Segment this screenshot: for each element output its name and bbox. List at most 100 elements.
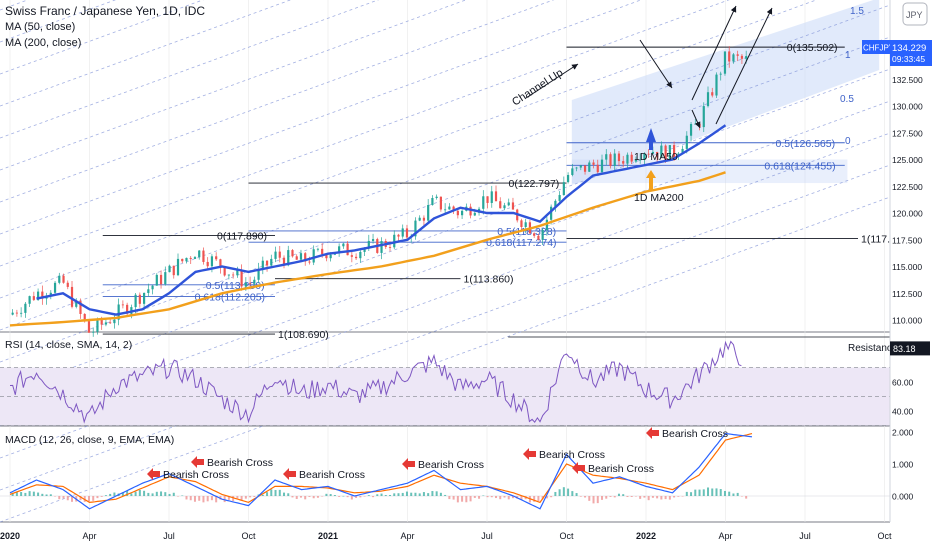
price-candle [342,243,345,247]
price-candle [571,168,574,175]
macd-histogram-bar [571,491,574,496]
macd-histogram-bar [363,496,366,497]
macd-histogram-bar [299,496,302,498]
price-candle [83,313,86,322]
bearish-arrow-icon [523,448,536,460]
projection-arrow [715,7,773,125]
macd-histogram-bar [448,496,451,500]
time-tick-label: Apr [400,531,414,541]
bearish-cross-label: Bearish Cross [539,449,605,461]
price-candle [431,197,434,206]
price-candle [261,260,264,269]
bearish-arrow-icon [572,462,585,474]
price-candle [380,241,383,253]
price-candle [79,301,82,314]
macd-histogram-bar [562,487,565,496]
price-candle [732,54,735,62]
macd-histogram-bar [92,496,95,501]
macd-histogram-bar [160,491,163,496]
price-candle [740,55,744,59]
time-tick-label: 2020 [0,531,20,541]
ma200-legend[interactable]: MA (200, close) [5,37,81,49]
price-candle [308,261,311,263]
price-candle [232,274,235,276]
channel-line [0,0,818,299]
macd-histogram-bar [342,495,345,497]
price-candle [448,206,451,210]
price-candle [147,289,150,293]
macd-histogram-bar [151,493,154,496]
price-candle [338,246,341,254]
price-candle [159,274,163,285]
price-candle [371,239,375,241]
price-tick-label: 127.500 [892,128,923,138]
channel-line [0,0,204,75]
time-tick-label: Oct [877,531,892,541]
price-candle [58,275,61,283]
price-candle [622,161,625,164]
price-candle [405,228,409,238]
price-tick-label: 112.500 [892,289,922,299]
currency-logo-text: JPY [906,10,923,20]
price-candle [647,153,650,155]
time-tick-label: Jul [799,531,811,541]
macd-histogram-bar [41,493,44,496]
macd-histogram-bar [32,491,35,496]
macd-histogram-bar [138,489,141,496]
macd-histogram-bar [24,492,27,496]
macd-histogram-bar [592,496,595,504]
price-candle [562,182,565,196]
price-candle [346,243,349,256]
fib-level-label: 0(117.890) [217,231,267,243]
bearish-arrow-icon [147,468,160,480]
macd-histogram-bar [96,496,99,499]
projection-arrow [525,63,579,99]
macd-histogram-bar [418,493,421,496]
price-badge-timer: 09:33:45 [892,54,925,64]
price-candle [164,272,167,285]
macd-histogram-bar [596,496,599,504]
price-series [9,46,748,337]
macd-histogram-bar [728,491,731,496]
bearish-cross-label: Bearish Cross [588,463,654,475]
fib-level-label: 0.5(126.565) [776,138,836,150]
macd-histogram-bar [461,496,464,502]
macd-histogram-bar [473,496,476,498]
price-candle [100,319,103,325]
price-candle [117,304,120,320]
price-candle [49,292,52,296]
price-candle [295,256,298,260]
macd-histogram-bar [634,496,637,497]
macd-histogram-bar [567,488,570,496]
price-candle [558,195,561,201]
price-candle [444,209,447,211]
bearish-cross-label: Bearish Cross [163,469,229,481]
macd-histogram-bar [338,496,341,497]
ma50-annotation: 1D MA50 [634,151,678,163]
projection-arrow [639,39,673,89]
price-candle [350,255,353,257]
price-candle [168,265,171,273]
channel-line [0,0,730,267]
bearish-cross-label: Bearish Cross [299,469,365,481]
macd-histogram-bar [244,496,247,499]
macd-histogram-bar [545,496,548,499]
symbol-badge-text: CHFJPY [863,44,895,53]
ma200-line [9,171,726,327]
price-candle [719,73,722,75]
price-candle [533,233,536,236]
ma50-legend[interactable]: MA (50, close) [5,21,75,33]
price-candle [545,219,548,231]
macd-histogram-bar [380,493,383,496]
price-candle [605,154,608,160]
price-candle [75,301,78,307]
price-candle [588,162,591,172]
price-candle [745,56,748,59]
macd-histogram-bar [617,493,620,496]
price-candle [630,154,633,162]
price-tick-label: 125.000 [892,155,923,165]
macd-histogram-bar [333,495,336,496]
price-candle [469,206,472,216]
macd-histogram-bar [622,494,625,496]
